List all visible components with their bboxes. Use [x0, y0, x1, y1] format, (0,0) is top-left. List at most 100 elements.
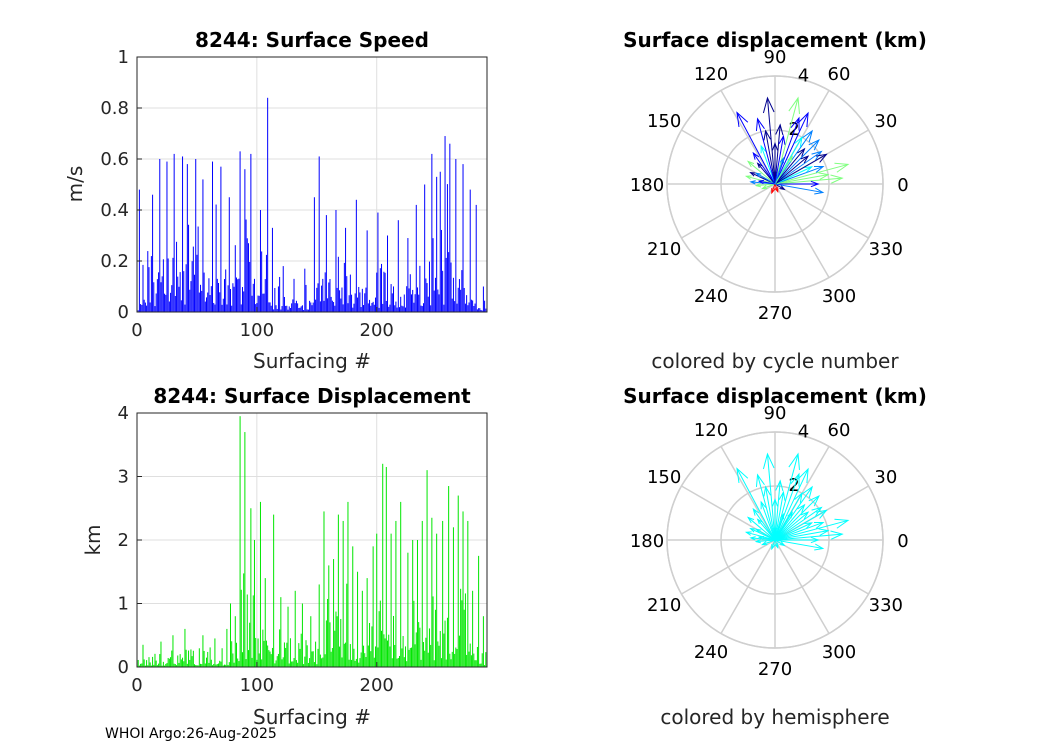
- data-bar: [345, 227, 347, 312]
- data-bar: [352, 307, 354, 312]
- data-bar: [468, 302, 470, 312]
- data-bar: [451, 651, 453, 667]
- data-bar: [287, 309, 289, 312]
- data-bar: [216, 278, 218, 312]
- data-bar: [258, 295, 260, 312]
- data-bar: [270, 305, 272, 312]
- data-bar: [360, 652, 362, 667]
- data-bar: [166, 161, 168, 312]
- data-bar: [221, 304, 223, 312]
- data-bar: [177, 276, 179, 312]
- data-bar: [399, 655, 400, 667]
- data-bar: [366, 230, 368, 312]
- data-bar: [422, 303, 424, 312]
- displacement-arrow: [774, 155, 809, 185]
- displacement-arrow-head: [746, 516, 755, 524]
- data-bar: [246, 238, 248, 312]
- data-bar: [436, 176, 438, 312]
- data-bar: [216, 664, 218, 667]
- angle-label: 180: [630, 531, 664, 552]
- angle-label: 60: [828, 64, 851, 85]
- data-bar: [377, 647, 379, 667]
- data-bar: [206, 297, 208, 312]
- data-bar: [353, 648, 355, 667]
- displacement-arrow: [774, 124, 781, 185]
- data-bar: [213, 663, 215, 667]
- data-bar: [382, 463, 384, 667]
- data-bar: [231, 305, 233, 312]
- displacement-arrow-head: [749, 527, 756, 533]
- data-bar: [220, 166, 222, 312]
- data-bar: [376, 533, 378, 667]
- data-bar: [251, 295, 253, 312]
- data-bar: [373, 657, 375, 667]
- data-bar: [367, 645, 369, 667]
- displacement-arrow: [774, 514, 784, 541]
- displacement-arrow-head: [763, 485, 771, 497]
- data-bar: [334, 305, 336, 312]
- data-bar: [418, 294, 420, 312]
- data-bar: [164, 293, 166, 312]
- data-bar: [464, 303, 466, 312]
- displacement-arrow: [756, 183, 776, 187]
- data-bar: [339, 290, 341, 312]
- data-bar: [384, 272, 386, 312]
- data-bar: [467, 520, 469, 667]
- displacement-arrow: [774, 519, 849, 541]
- data-bar: [401, 648, 403, 667]
- data-bar: [183, 271, 185, 312]
- displacement-arrow-head: [760, 541, 768, 546]
- data-bar: [470, 655, 472, 667]
- data-bar: [404, 307, 406, 312]
- data-bar: [188, 224, 190, 312]
- displacement-arrow: [774, 148, 805, 185]
- data-bar: [456, 303, 458, 312]
- data-bar: [204, 663, 206, 667]
- data-bar: [262, 629, 264, 667]
- data-bar: [268, 302, 270, 312]
- data-bar: [305, 284, 307, 312]
- data-bar: [165, 294, 167, 312]
- displacement-arrow-head: [779, 541, 786, 547]
- data-bar: [455, 159, 457, 312]
- displacement-arrow: [774, 509, 827, 541]
- data-bar: [162, 661, 164, 667]
- displacement-arrow: [774, 468, 809, 541]
- displacement-arrow-head: [762, 452, 775, 470]
- data-bar: [466, 295, 468, 312]
- data-bar: [434, 609, 436, 667]
- displacement-arrow-head: [755, 528, 762, 534]
- displacement-arrow-head: [788, 96, 800, 114]
- data-bar: [287, 606, 289, 667]
- data-bar: [393, 615, 395, 667]
- data-bar: [351, 294, 353, 312]
- data-bar: [371, 302, 373, 312]
- data-bar: [226, 628, 228, 667]
- data-bar: [209, 295, 211, 312]
- data-bar: [155, 293, 157, 312]
- data-bar: [210, 286, 212, 312]
- data-bar: [416, 287, 418, 312]
- data-bar: [433, 660, 435, 667]
- displacement-arrow: [771, 539, 776, 550]
- displacement-arrow-head: [757, 179, 765, 185]
- data-bar: [347, 303, 349, 312]
- data-bar: [364, 293, 366, 312]
- data-bar: [431, 517, 433, 667]
- data-bar: [240, 589, 242, 667]
- data-bar: [227, 665, 229, 667]
- data-bar: [420, 659, 422, 667]
- displacement-arrow: [762, 183, 776, 190]
- data-bar: [317, 648, 319, 667]
- displacement-arrow: [774, 112, 809, 185]
- data-bar: [228, 197, 230, 312]
- displacement-arrow-head: [800, 155, 810, 164]
- data-bar: [171, 650, 173, 667]
- data-bar: [171, 285, 173, 312]
- data-bar: [458, 279, 460, 312]
- displacement-arrow: [758, 536, 776, 541]
- data-bar: [310, 302, 312, 312]
- data-bar: [387, 640, 389, 667]
- data-bar: [412, 540, 414, 667]
- data-bar: [409, 274, 411, 312]
